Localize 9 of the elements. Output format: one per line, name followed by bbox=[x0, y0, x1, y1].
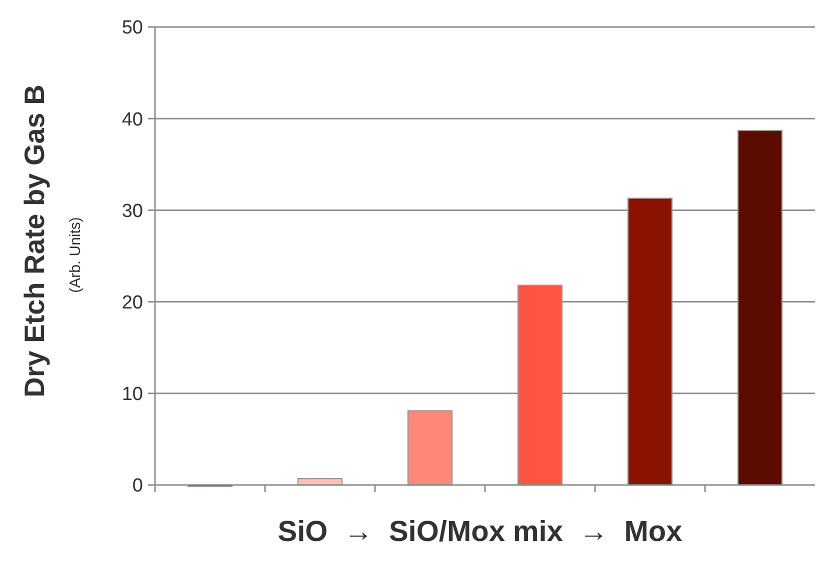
y-tick-label: 30 bbox=[122, 200, 143, 222]
x-axis-title: SiO → SiO/Mox mix → Mox bbox=[278, 516, 682, 548]
y-tick-label: 10 bbox=[122, 384, 143, 406]
y-axis-title: Dry Etch Rate by Gas B bbox=[19, 84, 50, 398]
y-tick-label: 50 bbox=[122, 18, 143, 39]
text: (Arb. Units) bbox=[67, 217, 84, 293]
y-tick-label: 0 bbox=[132, 476, 143, 497]
y-tick-label: 20 bbox=[122, 292, 143, 314]
y-tick-label: 40 bbox=[122, 109, 143, 130]
